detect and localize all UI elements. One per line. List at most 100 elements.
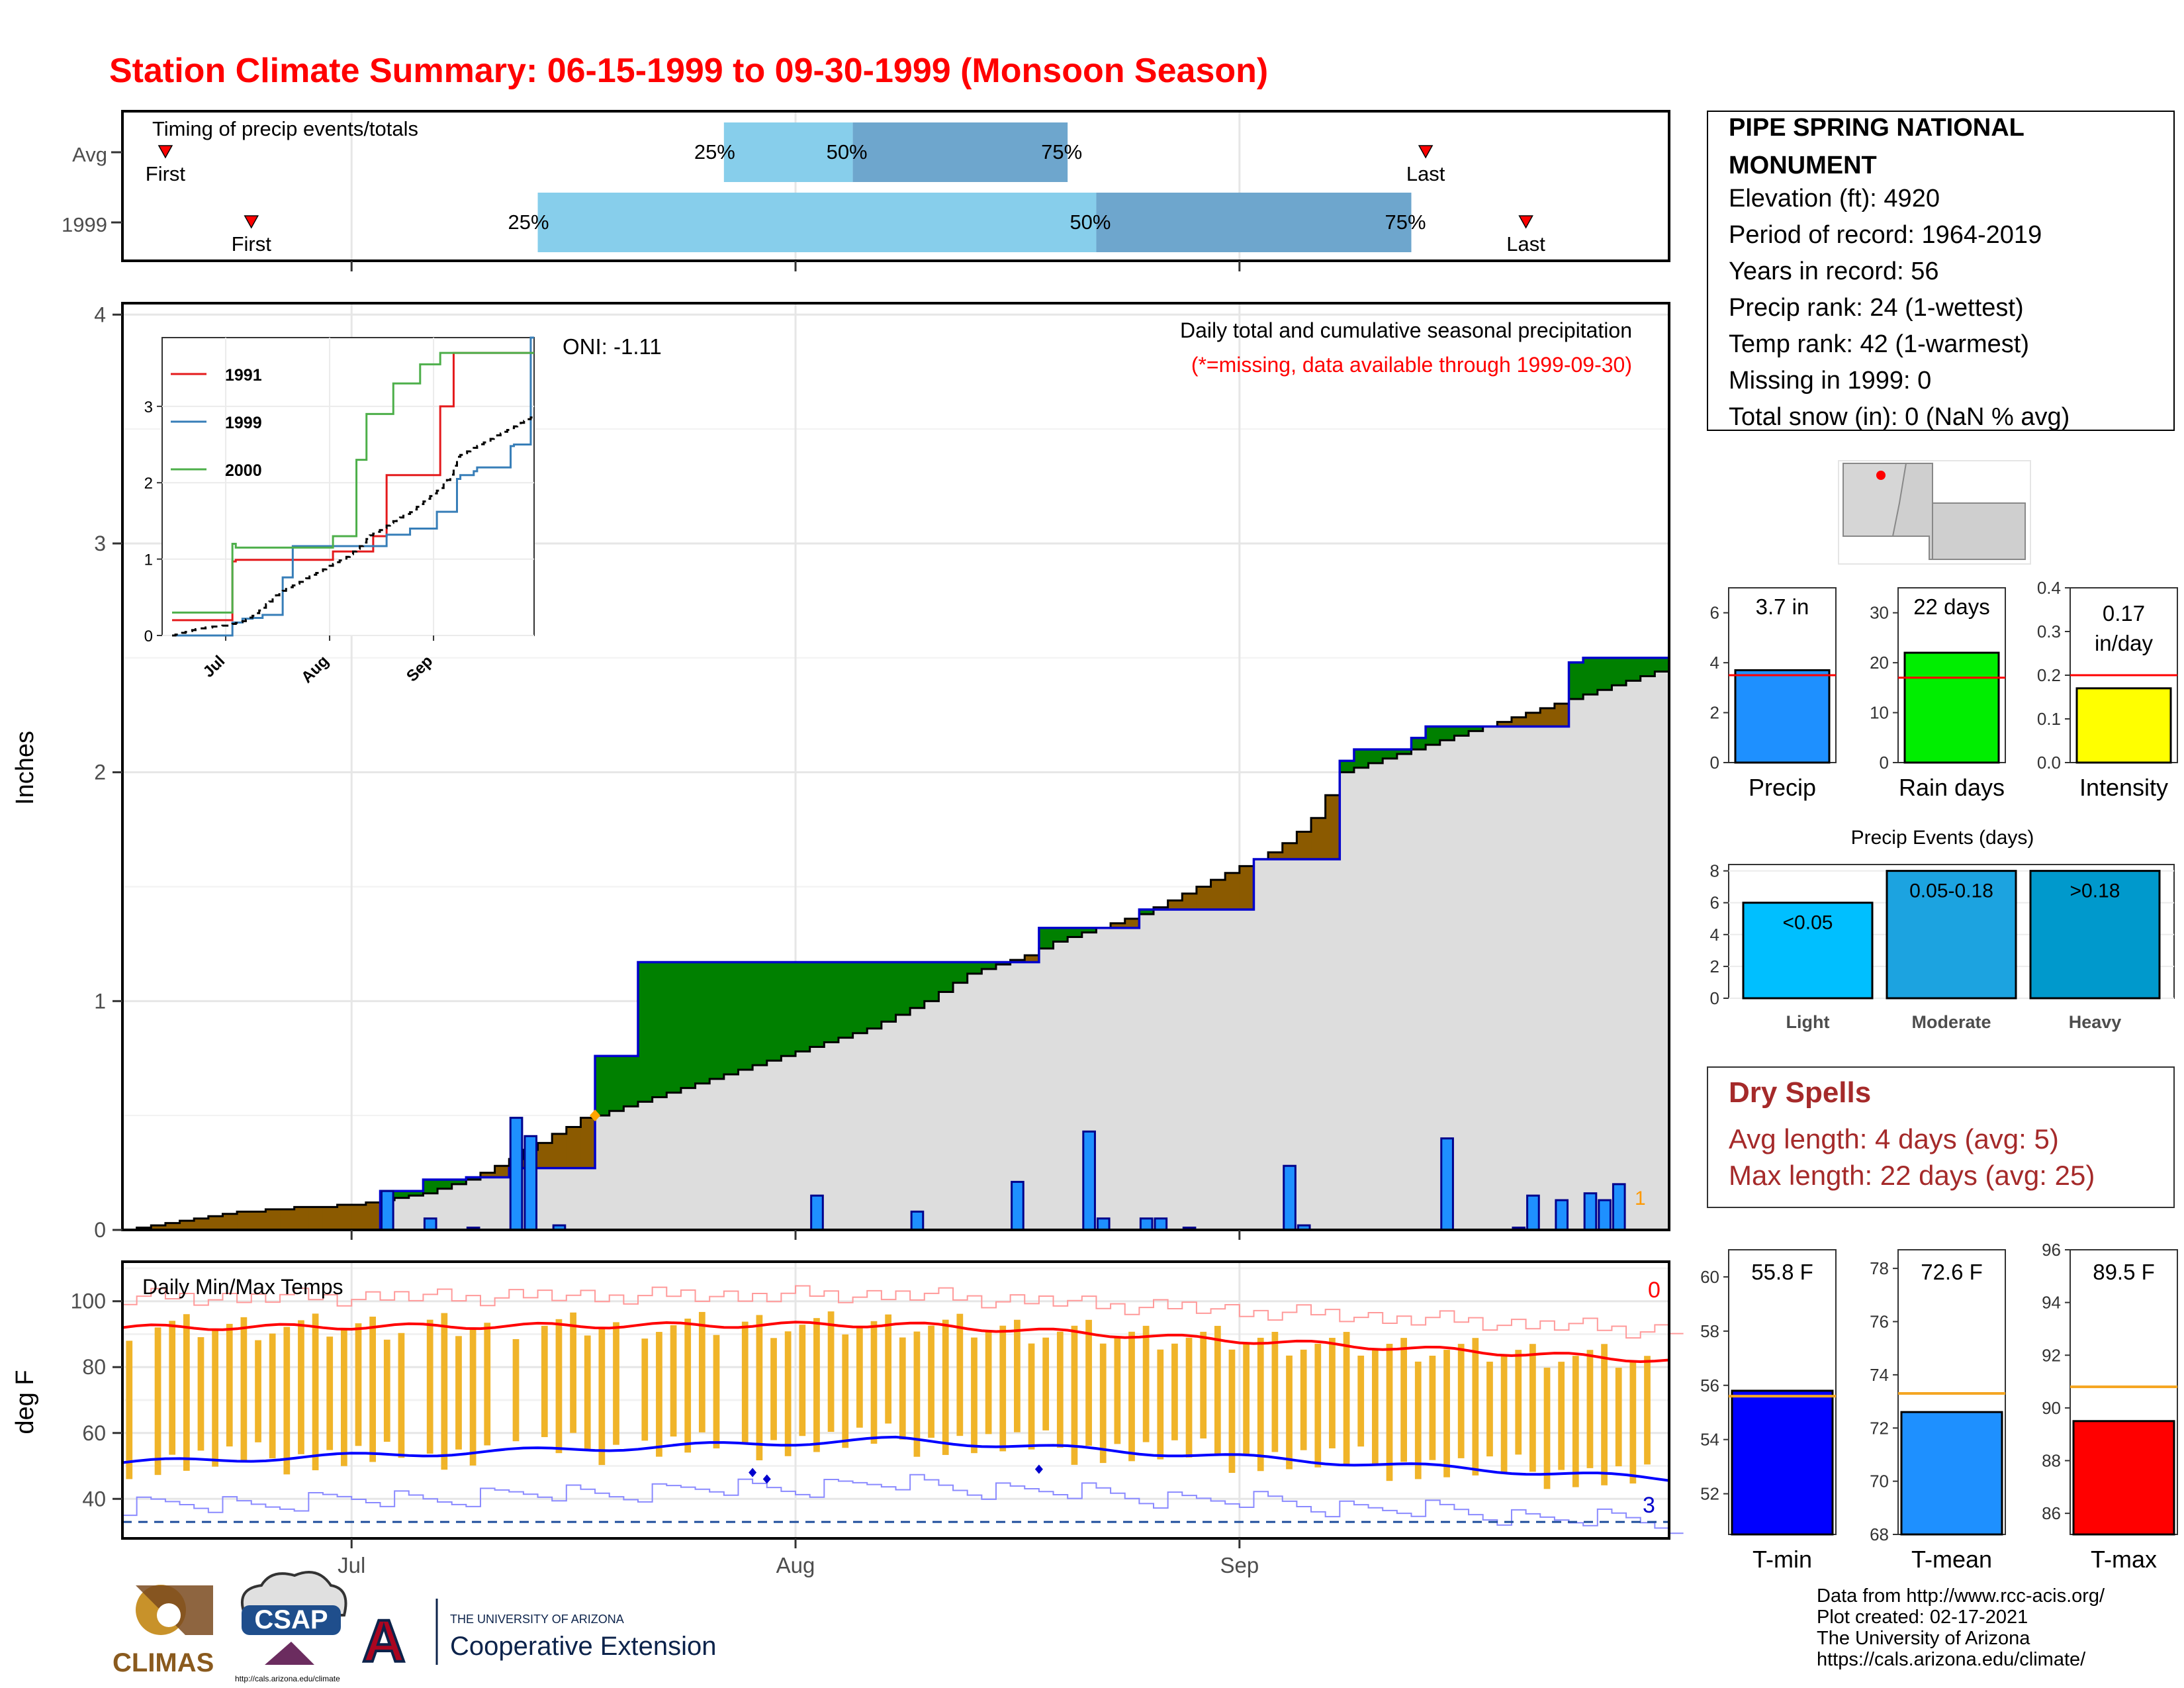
deficit-region [237, 1211, 252, 1230]
deficit-region [1024, 955, 1040, 962]
surplus-region [924, 962, 940, 1002]
temp-summary-value-label: 72.6 F [1921, 1260, 1983, 1284]
daily-temp-range-bar [555, 1319, 563, 1454]
daily-temp-range-bar [169, 1321, 176, 1455]
temp-summary-ytick-label: 74 [1870, 1365, 1889, 1385]
inset-avg-line [172, 416, 534, 637]
deficit-region [480, 1172, 496, 1178]
deficit-region [1282, 843, 1297, 859]
surplus-region [1569, 662, 1584, 700]
precip-ytick-label: 0 [94, 1218, 106, 1242]
inset-ytick-label: 2 [144, 475, 153, 492]
daily-precip-bar [1583, 1192, 1598, 1231]
timing-first-label: First [232, 232, 272, 256]
station-name-line1: PIPE SPRING NATIONAL [1729, 114, 2025, 142]
daily-temp-range-bar [1157, 1349, 1164, 1460]
summary-bars: 0 2 4 6 3.7 in Precip 0 10 20 30 22 days Rain days 0… [1710, 578, 2178, 801]
surplus-region [1439, 726, 1455, 741]
daily-temp-range-bar [1056, 1331, 1064, 1448]
summary-value-bar [1903, 651, 2000, 764]
summary-ytick-label: 6 [1710, 603, 1719, 623]
deficit-region [294, 1207, 309, 1230]
temp-summary-ytick-label: 72 [1870, 1418, 1889, 1438]
footer-credits: Data from http://www.rcc-acis.org/ Plot … [1817, 1585, 2105, 1670]
summary-ytick-label: 0.2 [2037, 665, 2061, 685]
daily-temp-range-bar [1543, 1368, 1551, 1489]
surplus-region [1340, 761, 1355, 773]
daily-temp-range-bar [813, 1318, 820, 1452]
surplus-region [723, 962, 739, 1074]
daily-temp-range-bar [856, 1327, 863, 1428]
daily-temp-range-bar [1572, 1356, 1579, 1487]
deficit-region [537, 1143, 553, 1168]
surplus-region [1583, 657, 1598, 695]
summary-value-bar [1734, 669, 1831, 764]
station-info: PIPE SPRING NATIONAL MONUMENT Elevation … [1707, 111, 2175, 431]
summary-ytick-label: 4 [1710, 653, 1719, 673]
daily-temp-range-bar [885, 1314, 892, 1424]
summary-ytick-label: 20 [1870, 653, 1889, 673]
daily-precip-bar [1283, 1164, 1297, 1231]
footer-line-1: Data from http://www.rcc-acis.org/ [1817, 1585, 2105, 1607]
daily-precip-bar [1154, 1217, 1168, 1231]
deficit-region [566, 1127, 582, 1168]
max-day-marker-icon [590, 1109, 601, 1122]
daily-temp-range-bar [1314, 1343, 1322, 1468]
surplus-region [938, 962, 954, 992]
daily-temp-range-bar [1257, 1337, 1264, 1472]
daily-temp-range-bar [298, 1320, 304, 1454]
daily-temp-range-bar [1586, 1350, 1594, 1468]
surplus-region [953, 962, 968, 983]
record-low-marker-icon [762, 1474, 771, 1484]
deficit-region [165, 1223, 181, 1230]
deficit-region [1225, 872, 1240, 910]
timing-last-label: Last [1406, 162, 1445, 185]
logos: CLIMAS CSAP http://cals.arizona.edu/clim… [113, 1571, 716, 1683]
temp-summary-bar-label: T-min [1752, 1546, 1812, 1573]
daily-temp-range-bar [326, 1336, 334, 1450]
daily-temp-range-bar [383, 1339, 390, 1442]
temp-summary-ytick-label: 52 [1700, 1484, 1719, 1504]
daily-temp-range-bar [1228, 1349, 1236, 1474]
ua-line2: Cooperative Extension [450, 1632, 716, 1661]
surplus-region [652, 962, 667, 1098]
climas-inner-icon [157, 1603, 181, 1627]
temp-xtick-label: Aug [776, 1553, 815, 1577]
daily-temp-range-bar [283, 1327, 291, 1475]
surplus-region [1454, 726, 1469, 736]
daily-temp-range-bar [1371, 1349, 1379, 1464]
events-plot: 0 2 4 6 8 <0.05 Light 0.05-0.18 Moderate >0.18 Hea… [1710, 861, 2175, 1032]
temp-summary-ytick-label: 90 [2042, 1398, 2061, 1418]
daily-temp-range-bar [212, 1330, 218, 1467]
daily-temp-range-bar [613, 1322, 619, 1445]
surplus-region [709, 962, 725, 1079]
temp-summary-ytick-label: 94 [2042, 1293, 2061, 1313]
last-marker-icon [1418, 145, 1433, 159]
station-precip-rank: Precip rank: 24 (1-wettest) [1729, 294, 2024, 322]
daily-temp-range-bar [842, 1334, 849, 1448]
surplus-region [1655, 657, 1670, 672]
summary-value-label: 0.17 [2103, 601, 2145, 626]
daily-temp-range-bar [1042, 1337, 1050, 1430]
daily-temp-range-bar [1014, 1319, 1021, 1432]
deficit-region [265, 1209, 281, 1230]
daily-temp-range-bar [1386, 1344, 1393, 1481]
daily-temp-range-bar [770, 1338, 777, 1440]
surplus-region [809, 962, 825, 1047]
daily-temp-range-bar [1558, 1362, 1565, 1470]
ua-logo: A THE UNIVERSITY OF ARIZONA Cooperative … [361, 1599, 716, 1676]
surplus-region [1626, 657, 1641, 681]
temp-summary-bar-label: T-mean [1911, 1546, 1992, 1573]
precip-areas [122, 657, 1670, 1231]
daily-precip-bar [1011, 1180, 1024, 1231]
first-marker-icon [244, 215, 259, 229]
surplus-region [1068, 927, 1083, 937]
surplus-region [1411, 737, 1426, 750]
daily-temp-range-bar [1214, 1325, 1221, 1456]
event-bar-range: >0.18 [2070, 880, 2120, 902]
daily-temp-range-bar [570, 1312, 576, 1433]
temp-ytick-label: 60 [82, 1421, 106, 1445]
temp-summary-ytick-label: 56 [1700, 1376, 1719, 1395]
summary-ytick-label: 10 [1870, 703, 1889, 723]
surplus-region [1640, 657, 1655, 677]
